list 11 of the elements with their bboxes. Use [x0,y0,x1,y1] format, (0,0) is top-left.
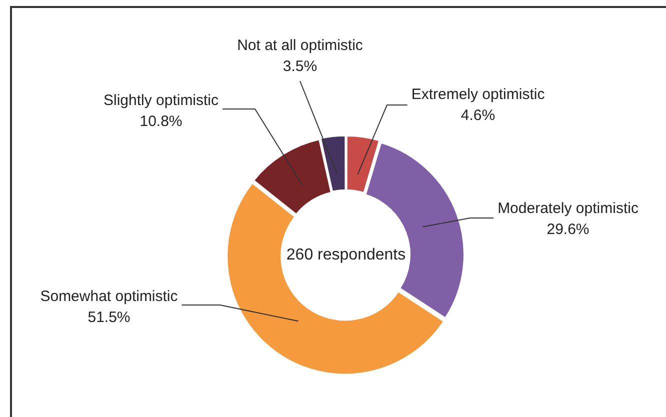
data-label: 10.8% [140,113,182,130]
slice-label: Slightly optimistic [103,92,220,110]
slice-label: Moderately optimistic [498,200,639,218]
data-label: 29.6% [546,221,590,238]
data-label: 4.6% [460,107,496,124]
slice-label: Somewhat optimistic [40,288,178,306]
text: 260 respondents [286,246,406,264]
data-label: 3.5% [282,58,318,76]
slice-label: Not at all optimistic [237,37,364,54]
slice-label: Extremely optimistic [411,86,546,104]
data-label: 51.5% [88,309,130,326]
